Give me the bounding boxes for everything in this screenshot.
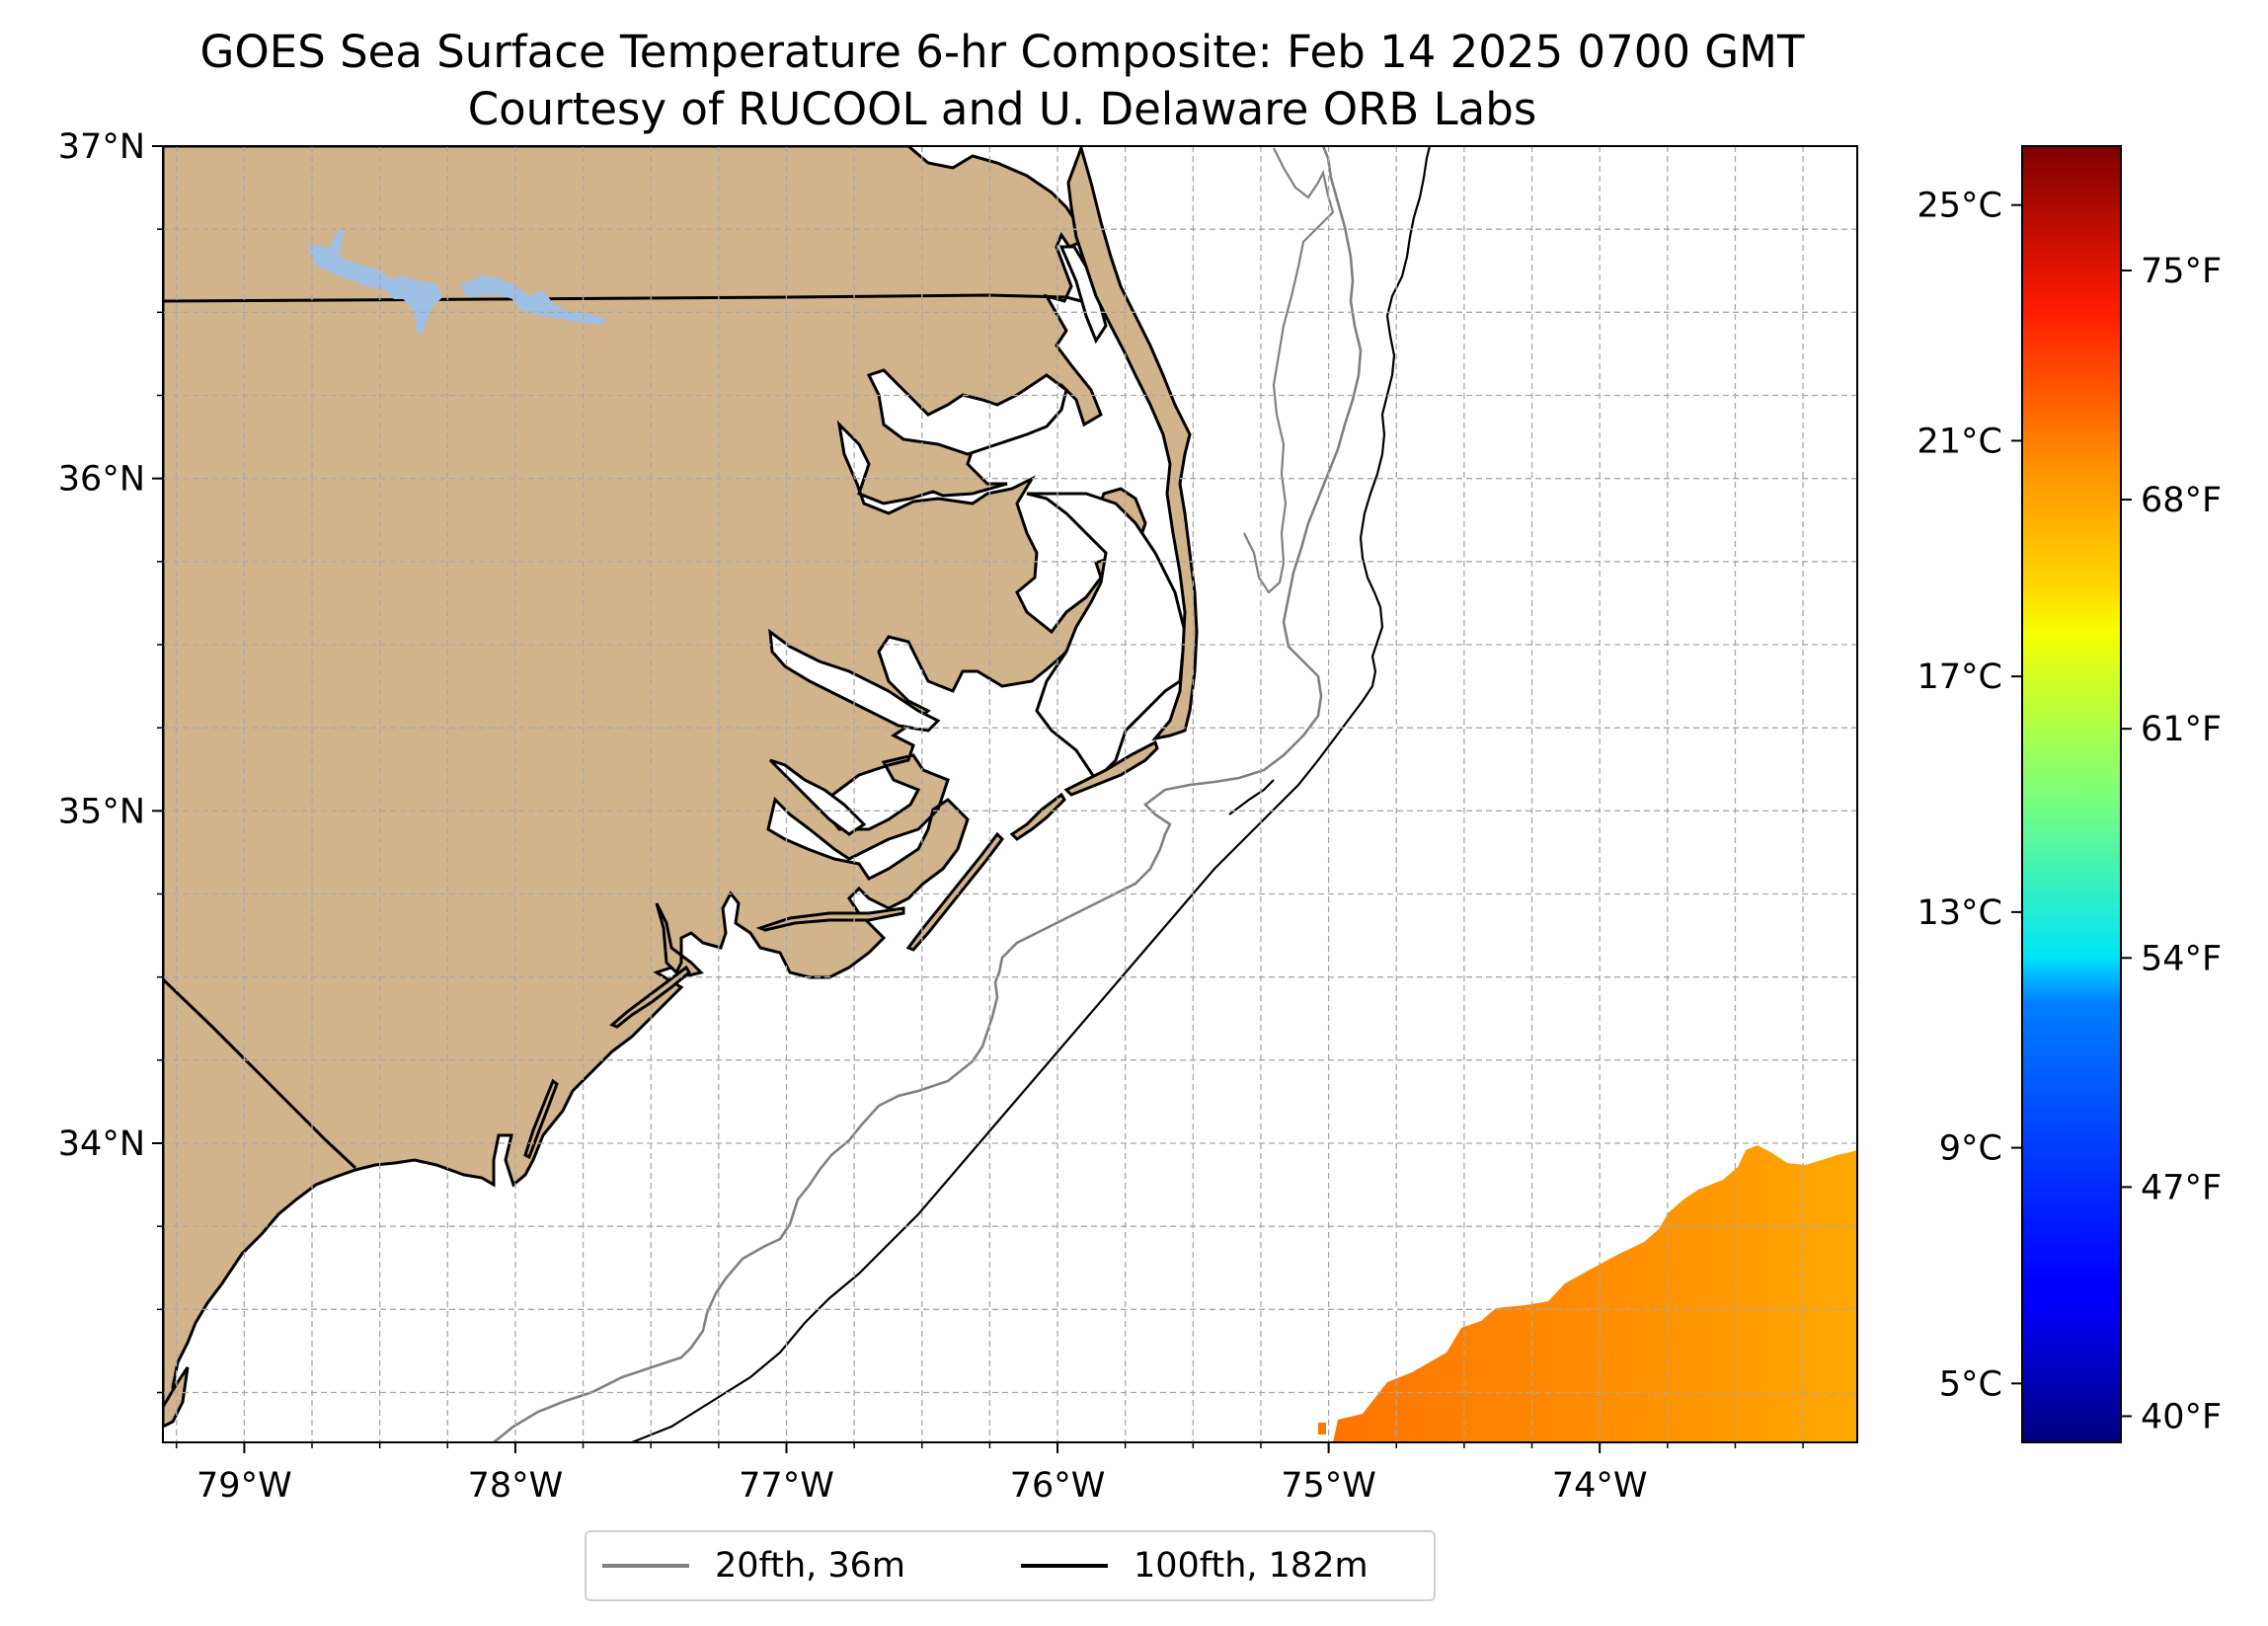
lon-tick-label: 75°W	[1281, 1466, 1376, 1506]
neuse-river	[768, 758, 867, 836]
map-subtitle: Courtesy of RUCOOL and U. Delaware ORB L…	[467, 83, 1537, 135]
lat-tick-label: 36°N	[58, 460, 145, 500]
colorbar-label-f: 54°F	[2141, 939, 2222, 978]
isobath-100fth-shelf	[1228, 779, 1275, 815]
isobath-100fth	[631, 146, 1432, 1442]
colorbar-ticks: 5°C 9°C 13°C 17°C 21°C 25°C 40°F 47°F 54°F 61°F 68…	[1917, 187, 2223, 1437]
lat-tick-label: 37°N	[58, 127, 145, 167]
map-frame	[162, 145, 1858, 1443]
map-title: GOES Sea Surface Temperature 6-hr Compos…	[199, 26, 1805, 78]
colorbar-label-f: 68°F	[2141, 481, 2222, 520]
colorbar-label-f: 47°F	[2141, 1168, 2222, 1207]
isobath-legend: 20fth, 36m 100fth, 182m	[585, 1530, 1436, 1601]
pamlico-sound	[1026, 492, 1187, 783]
north-carolina-land	[163, 146, 1147, 1430]
lat-tick-label: 34°N	[58, 1124, 145, 1164]
colorbar-label-c: 5°C	[1939, 1364, 2002, 1404]
colorbar-bar	[2021, 145, 2122, 1443]
legend-label-20fth: 20fth, 36m	[715, 1546, 906, 1586]
lon-tick-label: 79°W	[196, 1466, 292, 1506]
lon-tick-label: 78°W	[468, 1466, 564, 1506]
colorbar-label-f: 75°F	[2141, 252, 2222, 291]
legend-swatch-20fth	[602, 1564, 689, 1568]
nc-sc-border	[163, 977, 357, 1170]
legend-label-100fth: 100fth, 182m	[1134, 1546, 1369, 1586]
cape-fear-islands	[523, 1078, 559, 1160]
map-axis-ticks: 79°W 78°W 77°W 76°W 75°W 74°W 34°N 35°N 36°N 37°N	[58, 127, 1804, 1506]
legend-entry-100fth: 100fth, 182m	[1021, 1546, 1369, 1586]
colorbar-label-c: 17°C	[1917, 658, 2002, 697]
legend-swatch-100fth	[1021, 1564, 1108, 1568]
lon-tick-label: 76°W	[1010, 1466, 1106, 1506]
lon-tick-label: 74°W	[1552, 1466, 1648, 1506]
sst-data-patch	[1333, 1145, 1857, 1442]
colorbar-label-c: 9°C	[1939, 1129, 2002, 1169]
ocracoke-island	[1063, 739, 1159, 797]
colorbar-label-c: 13°C	[1917, 893, 2002, 933]
colorbar-label-c: 25°C	[1917, 187, 2002, 226]
lon-tick-label: 77°W	[739, 1466, 834, 1506]
colorbar-label-f: 61°F	[2141, 710, 2222, 749]
currituck-sound	[1058, 245, 1108, 345]
legend-entry-20fth: 20fth, 36m	[602, 1546, 905, 1586]
isobath-20fth-shoals	[1243, 147, 1335, 594]
southeast-coast-fragment	[163, 1366, 190, 1429]
colorbar-label-f: 40°F	[2141, 1397, 2222, 1436]
sst-data-fragment	[1318, 1423, 1326, 1434]
cape-lookout-banks	[905, 831, 1004, 952]
core-banks	[1009, 792, 1066, 841]
outer-banks	[1066, 146, 1199, 741]
bogue-banks	[755, 906, 905, 932]
lat-tick-label: 35°N	[58, 792, 145, 831]
colorbar-label-c: 21°C	[1917, 422, 2002, 461]
